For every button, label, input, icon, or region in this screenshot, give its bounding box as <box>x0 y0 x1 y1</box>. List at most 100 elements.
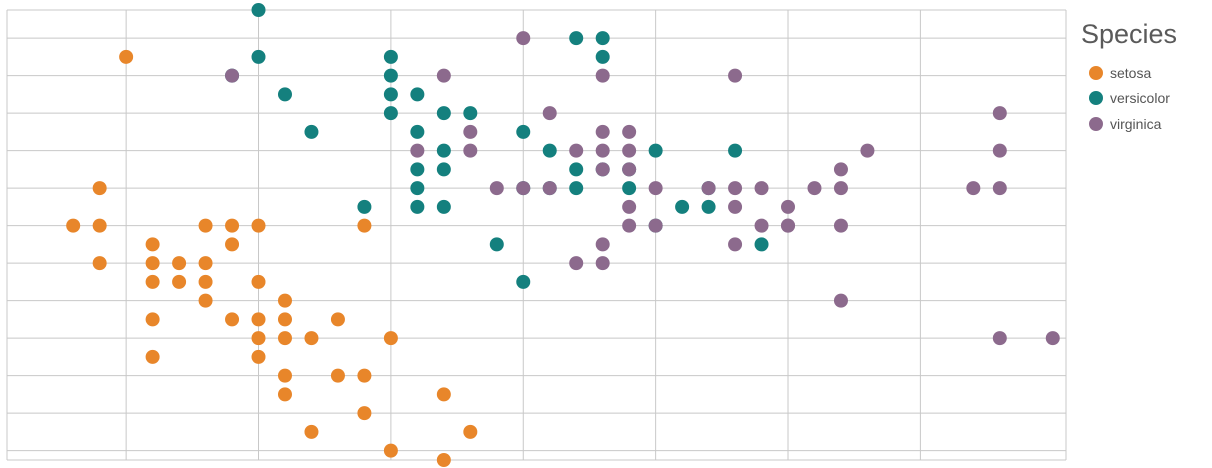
data-point-versicolor[interactable] <box>277 87 292 102</box>
data-point-virginica[interactable] <box>728 181 743 196</box>
data-point-setosa[interactable] <box>198 256 213 271</box>
data-point-versicolor[interactable] <box>410 124 425 139</box>
data-point-versicolor[interactable] <box>383 68 398 83</box>
data-point-virginica[interactable] <box>1045 331 1060 346</box>
legend-item-versicolor[interactable]: versicolor <box>1081 86 1177 112</box>
data-point-setosa[interactable] <box>172 274 187 289</box>
data-point-setosa[interactable] <box>277 312 292 327</box>
data-point-virginica[interactable] <box>595 124 610 139</box>
data-point-virginica[interactable] <box>622 162 637 177</box>
data-point-versicolor[interactable] <box>516 274 531 289</box>
data-point-virginica[interactable] <box>622 143 637 158</box>
data-point-versicolor[interactable] <box>463 106 478 121</box>
legend-item-setosa[interactable]: setosa <box>1081 60 1177 86</box>
data-point-setosa[interactable] <box>277 368 292 383</box>
data-point-versicolor[interactable] <box>436 106 451 121</box>
data-point-virginica[interactable] <box>542 106 557 121</box>
data-point-versicolor[interactable] <box>410 199 425 214</box>
data-point-virginica[interactable] <box>622 218 637 233</box>
data-point-virginica[interactable] <box>595 162 610 177</box>
data-point-virginica[interactable] <box>542 181 557 196</box>
data-point-setosa[interactable] <box>145 274 160 289</box>
data-point-virginica[interactable] <box>833 181 848 196</box>
data-point-setosa[interactable] <box>198 293 213 308</box>
data-point-versicolor[interactable] <box>251 49 266 64</box>
data-point-virginica[interactable] <box>754 181 769 196</box>
data-point-virginica[interactable] <box>595 143 610 158</box>
data-point-setosa[interactable] <box>145 237 160 252</box>
data-point-versicolor[interactable] <box>542 143 557 158</box>
data-point-setosa[interactable] <box>357 406 372 421</box>
data-point-virginica[interactable] <box>595 256 610 271</box>
data-point-setosa[interactable] <box>92 256 107 271</box>
data-point-setosa[interactable] <box>277 387 292 402</box>
data-point-versicolor[interactable] <box>595 49 610 64</box>
data-point-versicolor[interactable] <box>304 124 319 139</box>
data-point-virginica[interactable] <box>833 162 848 177</box>
data-point-versicolor[interactable] <box>622 181 637 196</box>
data-point-setosa[interactable] <box>92 181 107 196</box>
legend-item-virginica[interactable]: virginica <box>1081 111 1177 137</box>
data-point-versicolor[interactable] <box>410 87 425 102</box>
data-point-virginica[interactable] <box>992 143 1007 158</box>
data-point-setosa[interactable] <box>304 424 319 439</box>
data-point-virginica[interactable] <box>781 218 796 233</box>
data-point-versicolor[interactable] <box>410 181 425 196</box>
data-point-virginica[interactable] <box>463 124 478 139</box>
data-point-virginica[interactable] <box>569 256 584 271</box>
data-point-versicolor[interactable] <box>383 87 398 102</box>
data-point-virginica[interactable] <box>860 143 875 158</box>
data-point-virginica[interactable] <box>595 68 610 83</box>
data-point-setosa[interactable] <box>172 256 187 271</box>
data-point-setosa[interactable] <box>330 368 345 383</box>
data-point-setosa[interactable] <box>383 331 398 346</box>
data-point-versicolor[interactable] <box>701 199 716 214</box>
data-point-setosa[interactable] <box>357 368 372 383</box>
data-point-versicolor[interactable] <box>436 143 451 158</box>
data-point-virginica[interactable] <box>728 237 743 252</box>
data-point-virginica[interactable] <box>489 181 504 196</box>
data-point-virginica[interactable] <box>992 181 1007 196</box>
data-point-virginica[interactable] <box>754 218 769 233</box>
data-point-setosa[interactable] <box>277 293 292 308</box>
data-point-setosa[interactable] <box>251 312 266 327</box>
data-point-virginica[interactable] <box>728 199 743 214</box>
data-point-virginica[interactable] <box>516 181 531 196</box>
data-point-setosa[interactable] <box>225 237 240 252</box>
data-point-setosa[interactable] <box>463 424 478 439</box>
data-point-versicolor[interactable] <box>410 162 425 177</box>
data-point-virginica[interactable] <box>992 331 1007 346</box>
data-point-setosa[interactable] <box>251 331 266 346</box>
data-point-versicolor[interactable] <box>569 162 584 177</box>
data-point-setosa[interactable] <box>145 312 160 327</box>
data-point-setosa[interactable] <box>198 274 213 289</box>
data-point-versicolor[interactable] <box>569 181 584 196</box>
data-point-versicolor[interactable] <box>383 49 398 64</box>
data-point-virginica[interactable] <box>966 181 981 196</box>
data-point-virginica[interactable] <box>622 124 637 139</box>
data-point-virginica[interactable] <box>225 68 240 83</box>
data-point-setosa[interactable] <box>225 312 240 327</box>
data-point-versicolor[interactable] <box>357 199 372 214</box>
data-point-versicolor[interactable] <box>675 199 690 214</box>
data-point-setosa[interactable] <box>145 256 160 271</box>
data-point-virginica[interactable] <box>410 143 425 158</box>
data-point-setosa[interactable] <box>330 312 345 327</box>
data-point-setosa[interactable] <box>383 443 398 458</box>
data-point-versicolor[interactable] <box>728 143 743 158</box>
data-point-versicolor[interactable] <box>516 124 531 139</box>
data-point-virginica[interactable] <box>622 199 637 214</box>
data-point-setosa[interactable] <box>66 218 81 233</box>
data-point-setosa[interactable] <box>436 387 451 402</box>
data-point-setosa[interactable] <box>92 218 107 233</box>
data-point-virginica[interactable] <box>807 181 822 196</box>
data-point-virginica[interactable] <box>701 181 716 196</box>
data-point-virginica[interactable] <box>728 68 743 83</box>
data-point-virginica[interactable] <box>516 31 531 46</box>
data-point-setosa[interactable] <box>251 349 266 364</box>
data-point-virginica[interactable] <box>463 143 478 158</box>
data-point-setosa[interactable] <box>357 218 372 233</box>
data-point-setosa[interactable] <box>225 218 240 233</box>
data-point-setosa[interactable] <box>251 274 266 289</box>
data-point-virginica[interactable] <box>833 218 848 233</box>
